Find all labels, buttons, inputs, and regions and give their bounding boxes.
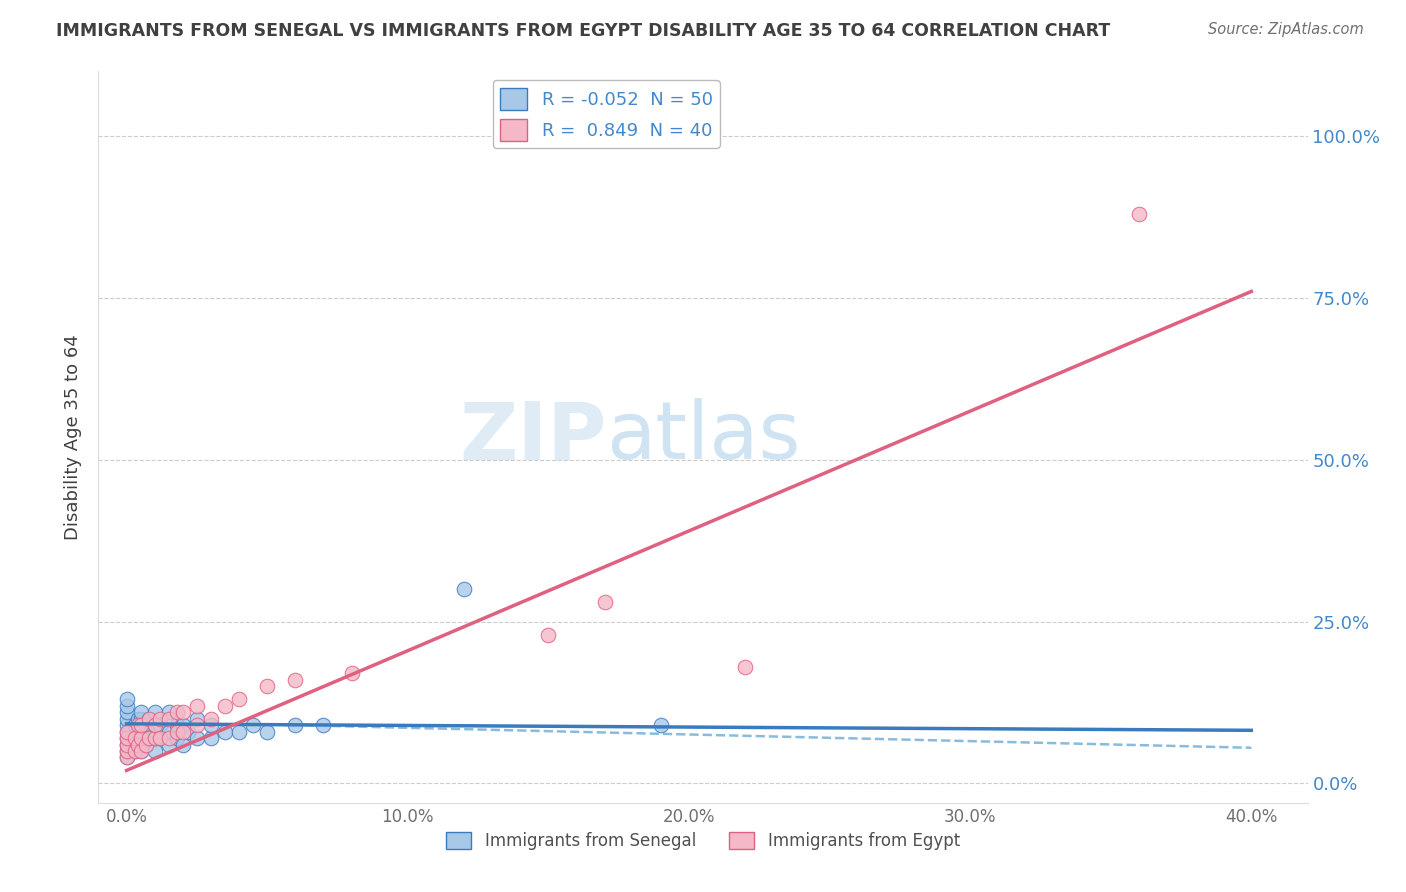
Point [129, 738, 152, 752]
Point [143, 718, 166, 732]
Point [172, 705, 194, 719]
Point [149, 718, 172, 732]
Legend: Immigrants from Senegal, Immigrants from Egypt: Immigrants from Senegal, Immigrants from… [440, 825, 966, 856]
Point [200, 712, 222, 726]
Point [149, 712, 172, 726]
Point [124, 731, 146, 745]
Point [537, 627, 560, 641]
Point [138, 731, 160, 745]
Point [186, 712, 208, 726]
Point [734, 660, 756, 674]
Text: Source: ZipAtlas.com: Source: ZipAtlas.com [1208, 22, 1364, 37]
Y-axis label: Disability Age 35 to 64: Disability Age 35 to 64 [65, 334, 83, 540]
Point [214, 724, 236, 739]
Point [186, 718, 208, 732]
Point [228, 724, 250, 739]
Point [115, 744, 138, 758]
Point [129, 744, 152, 758]
Point [166, 705, 188, 719]
Point [129, 712, 152, 726]
Point [115, 750, 138, 764]
Point [593, 595, 616, 609]
Point [172, 738, 194, 752]
Point [157, 738, 180, 752]
Point [256, 679, 278, 693]
Point [143, 744, 166, 758]
Point [124, 731, 146, 745]
Point [177, 724, 200, 739]
Point [453, 582, 475, 597]
Point [186, 731, 208, 745]
Point [149, 731, 172, 745]
Point [143, 731, 166, 745]
Point [200, 718, 222, 732]
Point [228, 692, 250, 706]
Point [115, 738, 138, 752]
Point [149, 731, 172, 745]
Point [129, 731, 152, 745]
Point [127, 712, 149, 726]
Point [1128, 207, 1150, 221]
Point [242, 718, 264, 732]
Point [157, 724, 180, 739]
Point [115, 731, 138, 745]
Point [124, 744, 146, 758]
Text: ZIP: ZIP [458, 398, 606, 476]
Point [143, 718, 166, 732]
Point [115, 692, 138, 706]
Point [138, 731, 160, 745]
Point [143, 731, 166, 745]
Point [127, 718, 149, 732]
Point [166, 731, 188, 745]
Point [166, 718, 188, 732]
Point [115, 705, 138, 719]
Point [284, 673, 307, 687]
Point [157, 712, 180, 726]
Point [256, 724, 278, 739]
Point [200, 731, 222, 745]
Point [124, 744, 146, 758]
Point [115, 724, 138, 739]
Point [340, 666, 363, 681]
Point [172, 718, 194, 732]
Text: IMMIGRANTS FROM SENEGAL VS IMMIGRANTS FROM EGYPT DISABILITY AGE 35 TO 64 CORRELA: IMMIGRANTS FROM SENEGAL VS IMMIGRANTS FR… [56, 22, 1111, 40]
Point [312, 718, 335, 732]
Point [284, 718, 307, 732]
Point [135, 738, 157, 752]
Point [115, 744, 138, 758]
Point [129, 744, 152, 758]
Point [127, 738, 149, 752]
Point [214, 698, 236, 713]
Point [157, 705, 180, 719]
Text: atlas: atlas [606, 398, 800, 476]
Point [157, 731, 180, 745]
Point [143, 705, 166, 719]
Point [129, 724, 152, 739]
Point [124, 718, 146, 732]
Point [129, 718, 152, 732]
Point [115, 750, 138, 764]
Point [135, 718, 157, 732]
Point [135, 738, 157, 752]
Point [115, 698, 138, 713]
Point [166, 724, 188, 739]
Point [138, 712, 160, 726]
Point [115, 718, 138, 732]
Point [650, 718, 672, 732]
Point [115, 724, 138, 739]
Point [186, 698, 208, 713]
Point [172, 724, 194, 739]
Point [129, 705, 152, 719]
Point [127, 738, 149, 752]
Point [115, 738, 138, 752]
Point [138, 712, 160, 726]
Point [115, 731, 138, 745]
Point [115, 712, 138, 726]
